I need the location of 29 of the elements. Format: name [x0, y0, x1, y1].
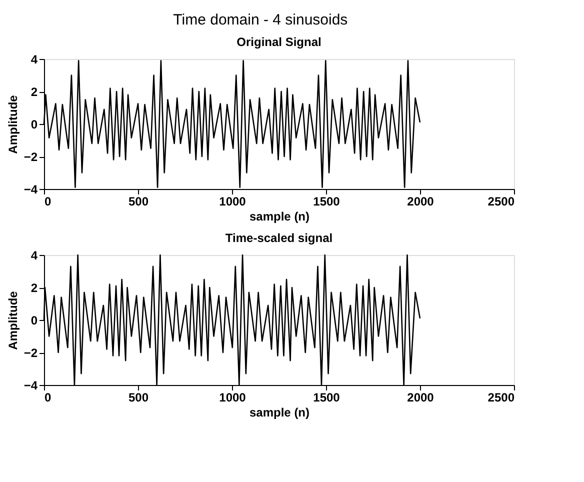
x-tick-label: 1500 [313, 194, 340, 208]
x-tick-label: 2500 [488, 390, 515, 404]
x-axis-title: sample (n) [249, 210, 310, 224]
y-tick-label: 4 [30, 248, 38, 262]
y-tick-label: 2 [30, 85, 38, 99]
y-tick-label: 0 [30, 314, 38, 328]
x-tick-label: 2000 [407, 390, 434, 404]
y-tick-label: 0 [30, 118, 38, 132]
y-tick-label: −2 [24, 150, 38, 164]
x-tick-label: 0 [44, 390, 52, 404]
x-tick-label: 500 [128, 194, 149, 208]
x-tick-label: 1500 [313, 390, 340, 404]
x-tick-label: 1000 [219, 390, 246, 404]
x-tick-label: 2000 [407, 194, 434, 208]
y-axis-title: Amplitude [6, 290, 20, 350]
chart-title: Time domain - 4 sinusoids [173, 12, 348, 28]
x-tick-label: 2500 [488, 194, 515, 208]
y-tick-label: −4 [24, 378, 38, 392]
chart-title: Time-scaled signal [225, 231, 333, 245]
y-tick-label: −2 [24, 346, 38, 360]
chart-subtitle: Original Signal [236, 35, 322, 49]
y-tick-label: 2 [30, 281, 38, 295]
x-tick-label: 1000 [219, 194, 246, 208]
y-axis-title: Amplitude [6, 94, 20, 154]
x-axis-title: sample (n) [249, 406, 310, 420]
x-tick-label: 0 [44, 194, 52, 208]
y-tick-label: 4 [30, 52, 38, 66]
x-tick-label: 500 [128, 390, 149, 404]
y-tick-label: −4 [24, 182, 38, 196]
